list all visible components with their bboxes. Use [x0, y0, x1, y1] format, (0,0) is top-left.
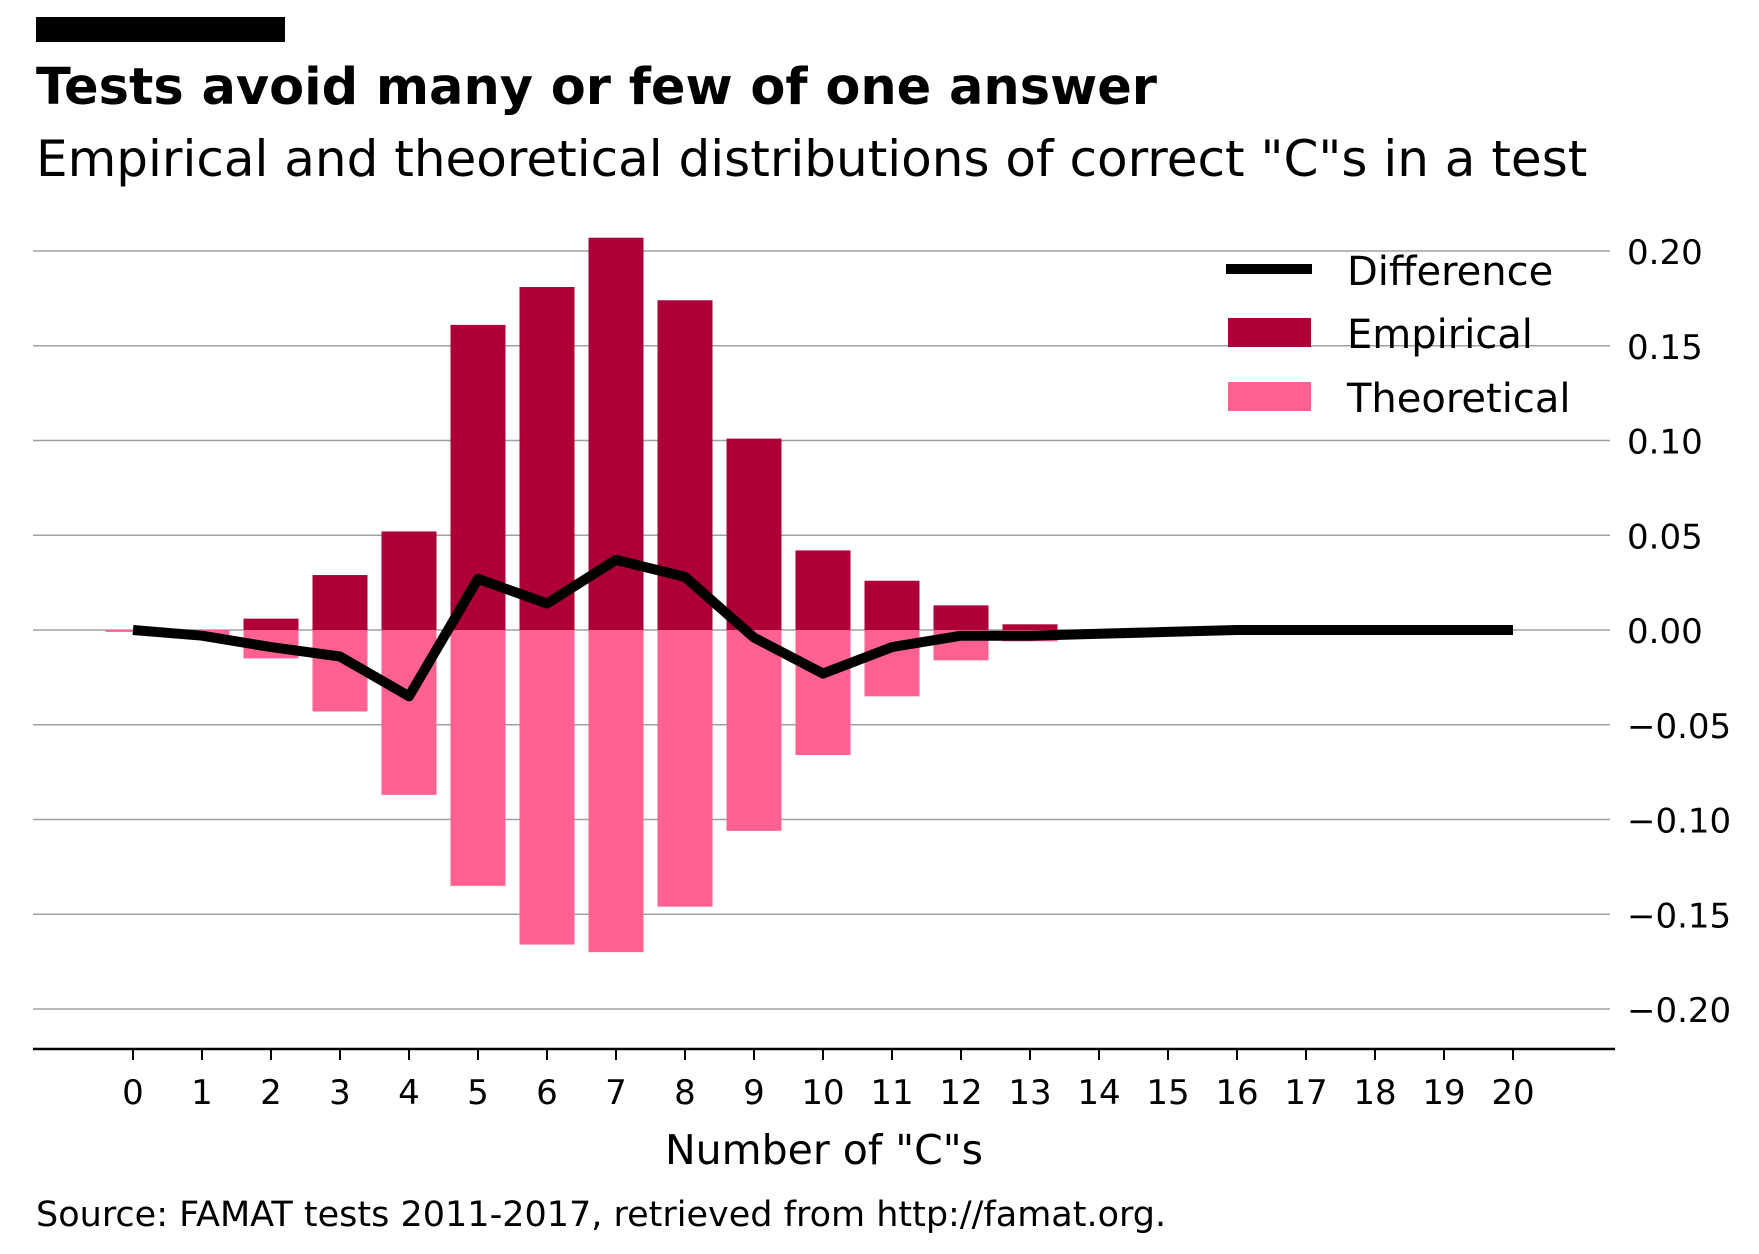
difference-line-group: [132, 554, 1513, 702]
y-tick-label: −0.10: [1627, 802, 1731, 842]
empirical-bar: [795, 550, 851, 630]
empirical-bars: [243, 237, 1058, 631]
empirical-bar: [933, 605, 989, 630]
y-tick-label: −0.20: [1627, 991, 1731, 1031]
x-tick-label: 12: [939, 1073, 982, 1113]
x-tick-label: 20: [1491, 1073, 1534, 1113]
x-tick-label: 2: [260, 1073, 282, 1113]
source-note: Source: FAMAT tests 2011-2017, retrieved…: [36, 1195, 1167, 1235]
x-tick-label: 5: [467, 1073, 489, 1113]
y-axis-tick-labels: 0.20 0.15 0.10 0.05 0.00 −0.05 −0.10 −0.15 −0.20: [1627, 233, 1731, 1031]
chart-subtitle: Empirical and theoretical distributions …: [36, 130, 1588, 188]
y-tick-label: 0.20: [1627, 233, 1703, 273]
x-axis: 0 1 2 3 4 5 6 7 8 9 10 11 12 13 14 15 16 17 18 19 20: [33, 1047, 1615, 1113]
theoretical-bars: [105, 630, 1196, 953]
x-tick-label: 14: [1077, 1073, 1120, 1113]
y-tick-label: 0.10: [1627, 423, 1703, 463]
x-tick-label: 10: [801, 1073, 844, 1113]
x-tick-label: 11: [870, 1073, 913, 1113]
y-tick-label: 0.05: [1627, 517, 1703, 557]
empirical-bar: [312, 575, 368, 630]
theoretical-bar: [519, 630, 575, 945]
empirical-bar: [1002, 624, 1058, 630]
empirical-bar: [243, 618, 299, 630]
chart-title: Tests avoid many or few of one answer: [36, 58, 1157, 117]
x-tick-label: 7: [605, 1073, 627, 1113]
x-tick-label: 15: [1146, 1073, 1189, 1113]
title-accent-bar: [36, 17, 285, 42]
x-tick-label: 19: [1422, 1073, 1465, 1113]
empirical-bar: [519, 287, 575, 630]
theoretical-bar: [795, 630, 851, 756]
x-tick-label: 18: [1353, 1073, 1396, 1113]
legend-label-empirical: Empirical: [1347, 312, 1533, 358]
theoretical-bar: [588, 630, 644, 953]
empirical-bar: [864, 580, 920, 630]
legend: Difference Empirical Theoretical: [1226, 249, 1570, 422]
x-tick-label: 16: [1215, 1073, 1258, 1113]
x-tick-label: 1: [191, 1073, 213, 1113]
difference-line: [132, 554, 1513, 702]
theoretical-bar: [657, 630, 713, 907]
legend-swatch-empirical: [1228, 318, 1311, 347]
x-tick-label: 3: [329, 1073, 351, 1113]
y-tick-label: −0.15: [1627, 896, 1731, 936]
theoretical-bar: [450, 630, 506, 886]
legend-swatch-theoretical: [1228, 382, 1311, 411]
y-tick-label: 0.15: [1627, 328, 1703, 368]
x-tick-label: 17: [1284, 1073, 1327, 1113]
legend-label-theoretical: Theoretical: [1346, 376, 1570, 422]
empirical-bar: [381, 531, 437, 630]
x-tick-label: 8: [674, 1073, 696, 1113]
x-tick-label: 0: [122, 1073, 144, 1113]
x-tick-label: 6: [536, 1073, 558, 1113]
x-axis-label: Number of "C"s: [665, 1126, 983, 1174]
theoretical-bar: [726, 630, 782, 831]
empirical-bar: [726, 438, 782, 630]
x-tick-label: 9: [743, 1073, 765, 1113]
y-tick-label: 0.00: [1627, 612, 1703, 652]
y-tick-label: −0.05: [1627, 707, 1731, 747]
legend-swatch-difference: [1226, 264, 1312, 274]
x-tick-label: 13: [1008, 1073, 1051, 1113]
x-tick-label: 4: [398, 1073, 420, 1113]
legend-label-difference: Difference: [1347, 249, 1553, 295]
